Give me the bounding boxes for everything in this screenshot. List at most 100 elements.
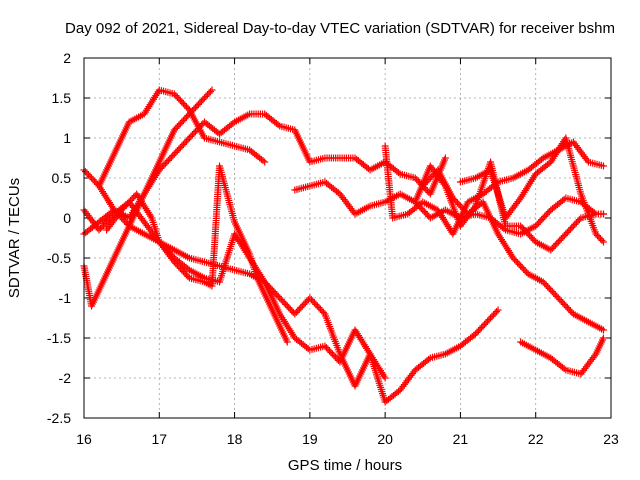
data-point	[319, 308, 327, 316]
data-point	[125, 198, 133, 206]
data-point	[592, 230, 600, 238]
data-point	[86, 172, 94, 180]
data-point	[533, 220, 541, 228]
data-point	[536, 217, 544, 225]
data-point	[184, 112, 192, 120]
data-point	[175, 145, 183, 153]
data-point	[194, 124, 202, 132]
data-point	[487, 314, 495, 322]
data-point	[560, 300, 568, 308]
data-point	[565, 305, 573, 313]
data-point	[273, 291, 281, 299]
data-point	[518, 264, 526, 272]
data-point	[518, 224, 526, 232]
data-point	[121, 203, 129, 211]
series-track-a	[80, 206, 502, 406]
data-point	[197, 97, 205, 105]
series-track-l	[103, 162, 291, 346]
data-point	[556, 296, 564, 304]
series-track-e	[95, 110, 449, 222]
data-point	[482, 319, 490, 327]
data-point	[175, 95, 183, 103]
data-point	[414, 177, 422, 185]
data-point	[292, 308, 300, 316]
y-tick-label: 0.5	[52, 170, 72, 186]
data-point	[324, 345, 332, 353]
data-point	[563, 228, 571, 236]
data-point	[100, 221, 108, 229]
data-point	[452, 197, 460, 205]
data-point	[599, 210, 607, 218]
data-point	[122, 219, 130, 227]
data-point	[193, 102, 201, 110]
data-point	[568, 224, 576, 232]
data-point	[285, 304, 293, 312]
data-point	[288, 307, 296, 315]
data-point	[95, 226, 103, 234]
data-point	[274, 121, 282, 129]
data-point	[556, 236, 564, 244]
plot-frame	[83, 57, 612, 419]
data-point	[191, 104, 199, 112]
data-point	[551, 291, 559, 299]
data-point	[173, 123, 181, 131]
data-point	[515, 260, 523, 268]
data-point	[179, 116, 187, 124]
data-point	[422, 209, 430, 217]
x-tick-label: 19	[302, 431, 318, 447]
grid-lines	[84, 58, 611, 418]
data-point	[598, 236, 606, 244]
data-point	[184, 272, 192, 280]
data-point	[425, 176, 433, 184]
data-point	[286, 305, 294, 313]
data-point	[559, 299, 567, 307]
data-point	[535, 219, 543, 227]
data-point	[560, 232, 568, 240]
y-tick-labels: -2.5 -2 -1.5 -1 -0.5 0 0.5 1 1.5 2	[47, 50, 71, 426]
data-point	[98, 223, 106, 231]
data-point	[562, 230, 570, 238]
data-point	[548, 288, 556, 296]
data-point	[316, 305, 324, 313]
series-track-b	[80, 86, 269, 190]
data-point	[185, 110, 193, 118]
data-point	[261, 158, 269, 166]
data-point	[599, 238, 607, 246]
y-tick-label: -1.5	[47, 330, 71, 346]
data-point	[331, 353, 339, 361]
data-point	[199, 96, 207, 104]
x-tick-label: 21	[453, 431, 469, 447]
data-point	[330, 352, 338, 360]
data-point	[176, 264, 184, 272]
data-point	[182, 137, 190, 145]
data-point	[532, 222, 540, 230]
data-point	[173, 261, 181, 269]
data-point	[160, 161, 168, 169]
data-point	[511, 256, 519, 264]
data-point	[420, 180, 428, 188]
data-point	[509, 254, 517, 262]
data-point	[259, 157, 267, 165]
data-point	[312, 300, 320, 308]
data-point	[128, 195, 136, 203]
data-point	[474, 327, 482, 335]
data-point	[276, 294, 284, 302]
data-point	[184, 104, 192, 112]
data-point	[164, 156, 172, 164]
data-point	[547, 246, 555, 254]
data-point	[461, 207, 469, 215]
data-point	[512, 257, 520, 265]
data-point	[121, 217, 129, 225]
data-point	[560, 365, 568, 373]
data-point	[517, 222, 525, 230]
data-point	[295, 305, 303, 313]
data-point	[422, 179, 430, 187]
data-point	[538, 155, 546, 163]
data-point	[478, 324, 486, 332]
data-point	[313, 302, 321, 310]
data-point	[548, 244, 556, 252]
data-point	[85, 171, 93, 179]
data-point	[599, 326, 607, 334]
data-point	[297, 304, 305, 312]
